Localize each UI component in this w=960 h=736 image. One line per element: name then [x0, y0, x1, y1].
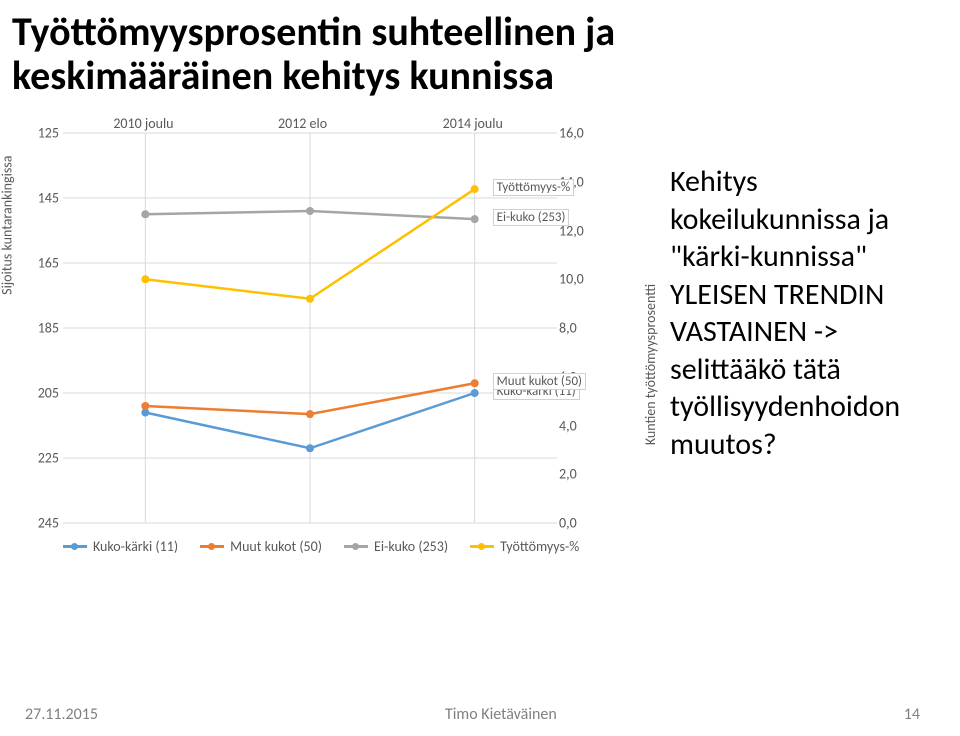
y1-tick: 125 [31, 125, 59, 142]
y1-tick: 165 [31, 255, 59, 272]
x-tick: 2010 joulu [113, 115, 173, 132]
page-title: Työttömyysprosentin suhteellinen ja kesk… [0, 0, 960, 98]
side-l2: kokeilukunnissa ja [670, 201, 940, 239]
x-tick: 2014 joulu [443, 115, 503, 132]
y1-tick: 145 [31, 190, 59, 207]
y1-ticks: 125145165185205225245 [31, 133, 61, 523]
footer-page: 14 [904, 705, 920, 724]
y2-tick: 2,0 [559, 466, 599, 483]
side-l1: Kehitys [670, 163, 940, 201]
legend-item: Muut kukot (50) [200, 538, 322, 555]
legend-item: Työttömyys-% [470, 538, 579, 555]
footer-author: Timo Kietäväinen [445, 705, 557, 724]
chart: Sijoitus kuntarankingissa Kuntien työttö… [15, 123, 640, 588]
legend-swatch [470, 545, 494, 548]
y1-tick: 185 [31, 320, 59, 337]
y1-tick: 205 [31, 385, 59, 402]
legend-item: Kuko-kärki (11) [63, 538, 178, 555]
side-l5: VASTAINEN -> [670, 313, 940, 351]
legend-label: Kuko-kärki (11) [93, 538, 178, 555]
legend-label: Muut kukot (50) [230, 538, 322, 555]
legend-item: Ei-kuko (253) [344, 538, 448, 555]
y2-tick: 16,0 [559, 125, 599, 142]
y2-axis-label: Kuntien työttömyysprosentti [642, 283, 659, 444]
side-l6: selittääkö tätä [670, 351, 940, 389]
y1-axis-label: Sijoitus kuntarankingissa [0, 155, 16, 294]
side-l7: työllisyydenhoidon [670, 388, 940, 426]
x-tick: 2012 elo [278, 115, 327, 132]
legend-label: Ei-kuko (253) [374, 538, 448, 555]
footer: 27.11.2015 Timo Kietäväinen 14 [0, 705, 960, 724]
y2-tick: 4,0 [559, 417, 599, 434]
side-text: Kehitys kokeilukunnissa ja "kärki-kunnis… [640, 123, 940, 588]
legend-label: Työttömyys-% [500, 538, 579, 555]
legend-swatch [344, 545, 368, 548]
y2-tick: 10,0 [559, 271, 599, 288]
y2-tick: 8,0 [559, 320, 599, 337]
series-label: Työttömyys-% [493, 179, 575, 196]
legend: Kuko-kärki (11) Muut kukot (50) Ei-kuko (2… [63, 538, 623, 555]
side-l4: YLEISEN TRENDIN [670, 276, 940, 314]
legend-swatch [200, 545, 224, 548]
plot-area: Kuko-kärki (11)Muut kukot (50)Ei-kuko (2… [63, 133, 557, 523]
content-row: Sijoitus kuntarankingissa Kuntien työttö… [0, 98, 960, 588]
y1-tick: 225 [31, 450, 59, 467]
series-label: Ei-kuko (253) [493, 209, 570, 226]
side-l3: "kärki-kunnissa" [670, 238, 940, 276]
y1-tick: 245 [31, 515, 59, 532]
y2-tick: 0,0 [559, 515, 599, 532]
legend-swatch [63, 545, 87, 548]
series-label: Muut kukot (50) [493, 373, 586, 390]
title-line2: keskimääräinen kehitys kunnissa [12, 51, 554, 100]
footer-date: 27.11.2015 [25, 705, 98, 724]
title-line1: Työttömyysprosentin suhteellinen ja [12, 7, 615, 56]
side-l8: muutos? [670, 426, 940, 464]
